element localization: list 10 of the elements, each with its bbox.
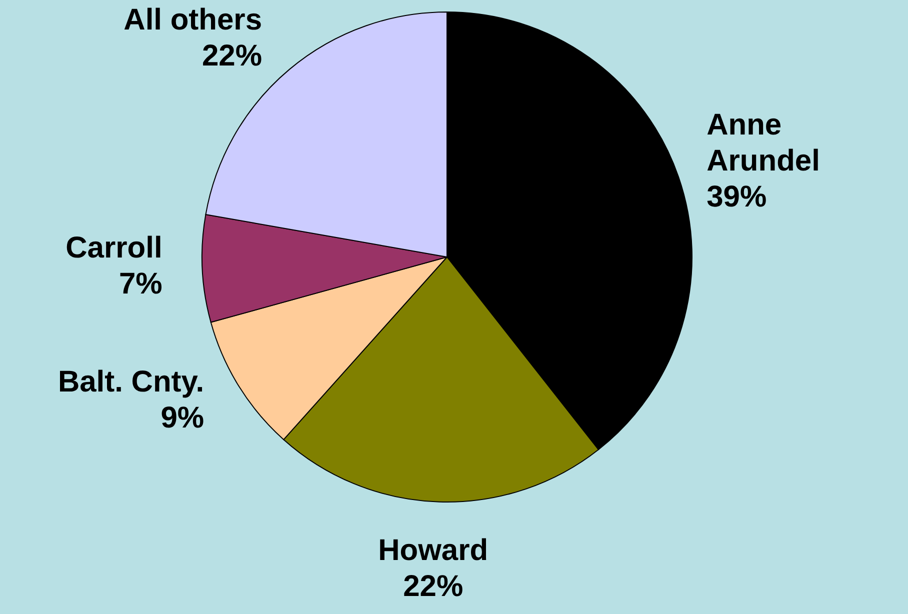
- slice-label: All others: [124, 3, 262, 36]
- slice-label: Anne Arundel: [706, 108, 820, 177]
- data-label: 7%: [118, 266, 162, 300]
- data-label: 39%: [706, 180, 767, 213]
- data-label: 22%: [403, 569, 464, 602]
- data-label: 9%: [160, 401, 204, 434]
- slice-label: Balt. Cnty.: [58, 365, 204, 398]
- slice-label: Howard: [378, 533, 488, 566]
- data-label: 22%: [202, 39, 262, 72]
- slice-label: Carroll: [66, 230, 162, 264]
